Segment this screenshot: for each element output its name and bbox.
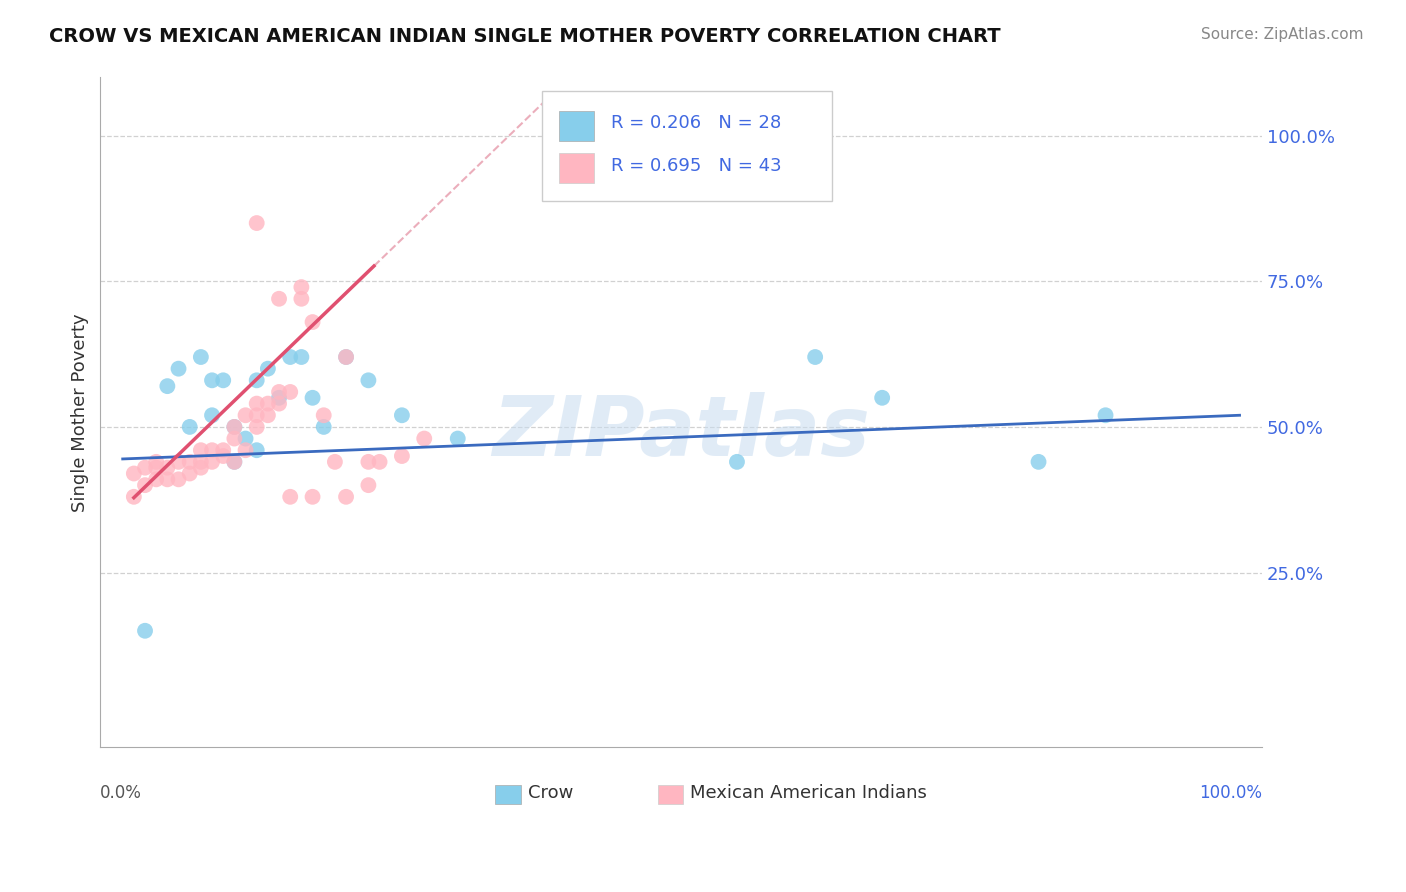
Text: CROW VS MEXICAN AMERICAN INDIAN SINGLE MOTHER POVERTY CORRELATION CHART: CROW VS MEXICAN AMERICAN INDIAN SINGLE M… bbox=[49, 27, 1001, 45]
Point bbox=[257, 409, 280, 423]
Point bbox=[224, 420, 246, 434]
Point bbox=[267, 391, 290, 405]
Point bbox=[190, 455, 212, 469]
Point bbox=[413, 432, 436, 446]
FancyBboxPatch shape bbox=[560, 111, 593, 141]
Point bbox=[246, 396, 269, 410]
Point bbox=[391, 409, 413, 423]
Text: 100.0%: 100.0% bbox=[1199, 784, 1263, 802]
Point bbox=[134, 460, 156, 475]
Point bbox=[156, 460, 179, 475]
Point bbox=[368, 455, 391, 469]
Point bbox=[335, 490, 357, 504]
Point bbox=[391, 449, 413, 463]
FancyBboxPatch shape bbox=[658, 786, 683, 805]
Point bbox=[156, 472, 179, 486]
Point bbox=[190, 443, 212, 458]
Point bbox=[212, 443, 235, 458]
Point bbox=[246, 373, 269, 387]
Point bbox=[357, 478, 380, 492]
Point bbox=[312, 420, 335, 434]
Point bbox=[246, 443, 269, 458]
Text: Source: ZipAtlas.com: Source: ZipAtlas.com bbox=[1201, 27, 1364, 42]
Text: Mexican American Indians: Mexican American Indians bbox=[690, 784, 928, 802]
Text: R = 0.206   N = 28: R = 0.206 N = 28 bbox=[612, 114, 782, 132]
Text: ZIPatlas: ZIPatlas bbox=[492, 392, 870, 473]
Point bbox=[312, 409, 335, 423]
Point bbox=[1028, 455, 1050, 469]
Point bbox=[224, 432, 246, 446]
Point bbox=[134, 478, 156, 492]
Point bbox=[278, 490, 301, 504]
Point bbox=[357, 373, 380, 387]
Point bbox=[134, 624, 156, 638]
Point bbox=[201, 455, 224, 469]
Point bbox=[235, 409, 257, 423]
Text: Crow: Crow bbox=[527, 784, 574, 802]
Point bbox=[145, 455, 167, 469]
Point bbox=[224, 455, 246, 469]
FancyBboxPatch shape bbox=[541, 91, 832, 202]
Point bbox=[267, 292, 290, 306]
Point bbox=[167, 455, 190, 469]
Text: 0.0%: 0.0% bbox=[100, 784, 142, 802]
FancyBboxPatch shape bbox=[560, 153, 593, 183]
Point bbox=[323, 455, 346, 469]
Point bbox=[1094, 409, 1116, 423]
Point bbox=[335, 350, 357, 364]
Y-axis label: Single Mother Poverty: Single Mother Poverty bbox=[72, 313, 89, 512]
Point bbox=[447, 432, 470, 446]
Point bbox=[201, 409, 224, 423]
Point bbox=[212, 449, 235, 463]
Point bbox=[357, 455, 380, 469]
Point bbox=[290, 350, 312, 364]
Point bbox=[290, 292, 312, 306]
Point bbox=[267, 384, 290, 399]
Point bbox=[122, 490, 145, 504]
Point bbox=[190, 350, 212, 364]
Point bbox=[278, 350, 301, 364]
Point bbox=[257, 396, 280, 410]
Point bbox=[179, 455, 201, 469]
Point bbox=[224, 420, 246, 434]
FancyBboxPatch shape bbox=[495, 786, 520, 805]
Point bbox=[167, 361, 190, 376]
Point bbox=[156, 379, 179, 393]
Point bbox=[145, 472, 167, 486]
Point bbox=[224, 455, 246, 469]
Point bbox=[145, 460, 167, 475]
Point bbox=[235, 443, 257, 458]
Point bbox=[725, 455, 748, 469]
Point bbox=[278, 384, 301, 399]
Point bbox=[267, 396, 290, 410]
Point bbox=[301, 490, 323, 504]
Point bbox=[335, 350, 357, 364]
Point bbox=[246, 409, 269, 423]
Point bbox=[201, 443, 224, 458]
Point bbox=[301, 315, 323, 329]
Point bbox=[246, 216, 269, 230]
Point bbox=[290, 280, 312, 294]
Point bbox=[212, 373, 235, 387]
Point bbox=[179, 420, 201, 434]
Point bbox=[870, 391, 893, 405]
Point bbox=[179, 467, 201, 481]
Point bbox=[167, 472, 190, 486]
Point bbox=[235, 432, 257, 446]
Point bbox=[301, 391, 323, 405]
Point bbox=[804, 350, 827, 364]
Point bbox=[122, 467, 145, 481]
Point bbox=[257, 361, 280, 376]
Point bbox=[201, 373, 224, 387]
Point bbox=[190, 460, 212, 475]
Text: R = 0.695   N = 43: R = 0.695 N = 43 bbox=[612, 157, 782, 175]
Point bbox=[246, 420, 269, 434]
